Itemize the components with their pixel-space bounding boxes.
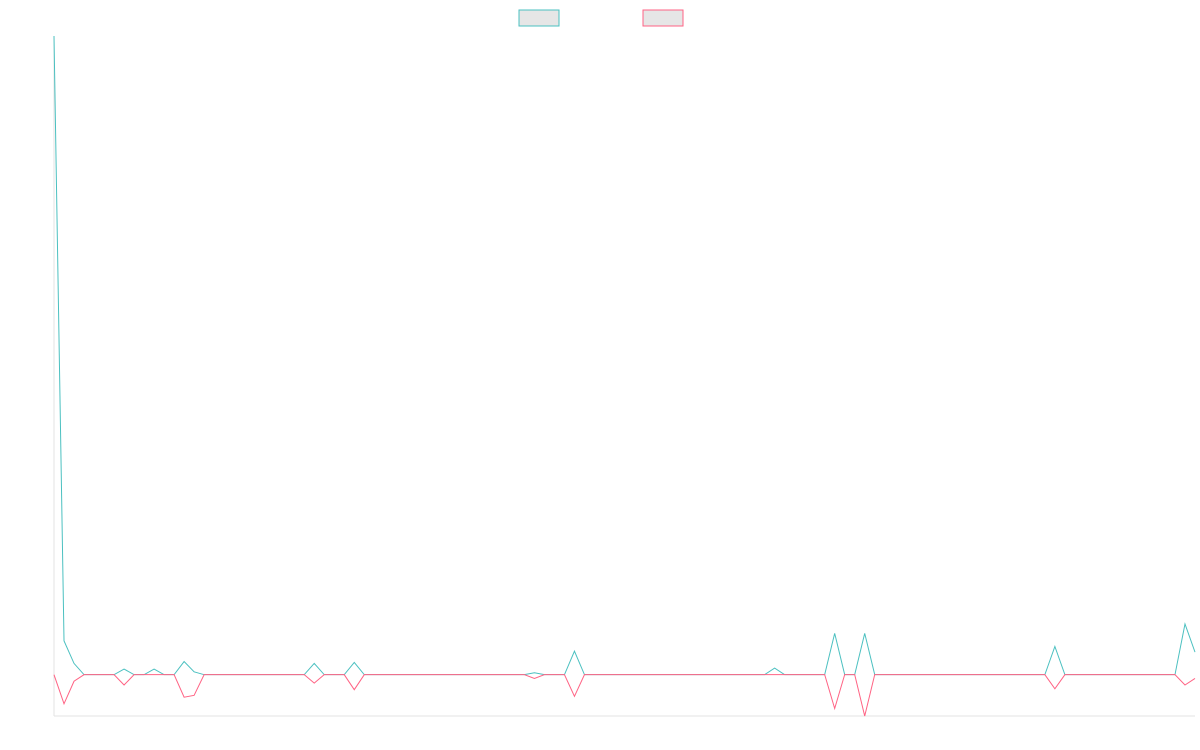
axes [53, 36, 1195, 717]
series-layer [53, 35, 1196, 717]
legend-swatch-series-1[interactable] [518, 9, 560, 27]
legend[interactable] [518, 9, 684, 27]
legend-swatch-series-2[interactable] [642, 9, 684, 27]
series-1-line [53, 35, 1196, 676]
series-2-line [53, 674, 1196, 717]
